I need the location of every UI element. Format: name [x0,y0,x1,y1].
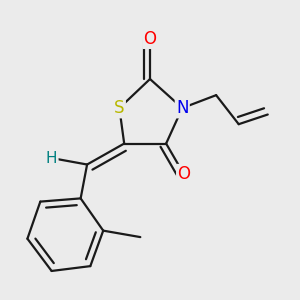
Text: S: S [114,99,124,117]
Text: O: O [143,30,157,48]
Text: N: N [176,99,188,117]
Text: H: H [46,151,57,166]
Text: O: O [177,165,190,183]
